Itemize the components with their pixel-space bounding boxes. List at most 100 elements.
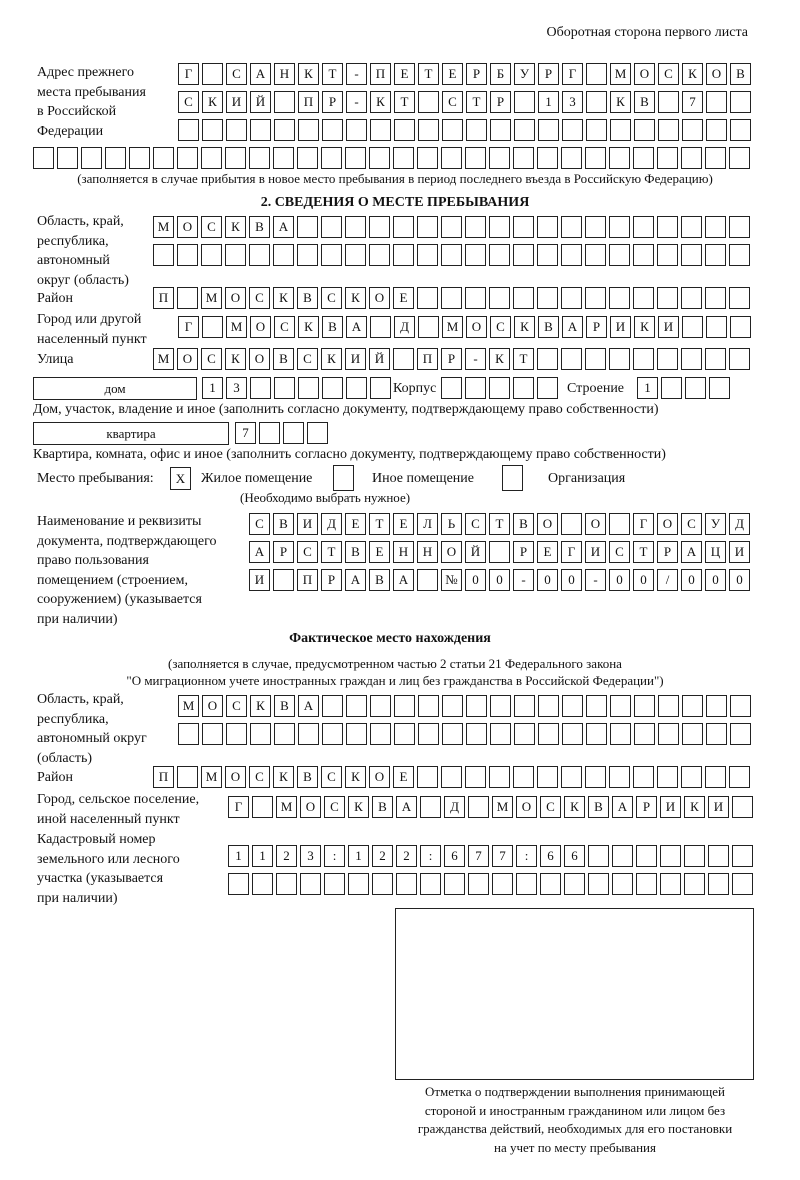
char-cell[interactable]: 2 bbox=[396, 845, 417, 867]
char-cell[interactable]: О bbox=[706, 63, 727, 85]
char-cell[interactable]: В bbox=[513, 513, 534, 535]
char-cell[interactable] bbox=[417, 216, 438, 238]
char-cell[interactable]: О bbox=[177, 348, 198, 370]
char-cell[interactable]: 0 bbox=[729, 569, 750, 591]
char-cell[interactable]: Е bbox=[393, 766, 414, 788]
char-cell[interactable] bbox=[706, 119, 727, 141]
char-cell[interactable]: 6 bbox=[540, 845, 561, 867]
char-cell[interactable]: И bbox=[585, 541, 606, 563]
char-cell[interactable] bbox=[492, 873, 513, 895]
char-cell[interactable] bbox=[250, 119, 271, 141]
char-cell[interactable] bbox=[610, 119, 631, 141]
char-cell[interactable]: К bbox=[273, 287, 294, 309]
char-cell[interactable]: Т bbox=[489, 513, 510, 535]
char-cell[interactable]: О bbox=[225, 287, 246, 309]
char-cell[interactable]: С bbox=[201, 216, 222, 238]
char-cell[interactable]: Г bbox=[633, 513, 654, 535]
char-cell[interactable]: Н bbox=[417, 541, 438, 563]
char-cell[interactable] bbox=[585, 147, 606, 169]
char-cell[interactable]: Д bbox=[444, 796, 465, 818]
char-cell[interactable] bbox=[202, 119, 223, 141]
char-cell[interactable]: 0 bbox=[705, 569, 726, 591]
char-cell[interactable] bbox=[489, 147, 510, 169]
char-cell[interactable] bbox=[468, 873, 489, 895]
char-cell[interactable]: П bbox=[370, 63, 391, 85]
char-cell[interactable] bbox=[297, 244, 318, 266]
char-cell[interactable] bbox=[658, 119, 679, 141]
char-cell[interactable]: Т bbox=[322, 63, 343, 85]
option-checkbox-residential[interactable]: X bbox=[170, 467, 191, 490]
char-cell[interactable] bbox=[684, 873, 705, 895]
char-cell[interactable] bbox=[202, 316, 223, 338]
char-cell[interactable] bbox=[370, 316, 391, 338]
char-cell[interactable] bbox=[561, 244, 582, 266]
char-cell[interactable]: А bbox=[273, 216, 294, 238]
char-cell[interactable] bbox=[681, 244, 702, 266]
char-cell[interactable] bbox=[417, 287, 438, 309]
char-cell[interactable] bbox=[729, 244, 750, 266]
char-cell[interactable] bbox=[561, 766, 582, 788]
char-cell[interactable] bbox=[201, 147, 222, 169]
char-cell[interactable] bbox=[372, 873, 393, 895]
char-cell[interactable]: 0 bbox=[537, 569, 558, 591]
char-cell[interactable] bbox=[537, 287, 558, 309]
char-cell[interactable] bbox=[441, 216, 462, 238]
char-cell[interactable] bbox=[657, 216, 678, 238]
char-cell[interactable] bbox=[562, 119, 583, 141]
char-cell[interactable]: О bbox=[300, 796, 321, 818]
char-cell[interactable]: Р bbox=[538, 63, 559, 85]
char-cell[interactable] bbox=[705, 216, 726, 238]
char-cell[interactable]: 1 bbox=[637, 377, 658, 399]
char-cell[interactable] bbox=[514, 91, 535, 113]
char-cell[interactable] bbox=[516, 873, 537, 895]
char-cell[interactable] bbox=[420, 796, 441, 818]
char-cell[interactable]: С bbox=[274, 316, 295, 338]
char-cell[interactable] bbox=[297, 216, 318, 238]
char-cell[interactable] bbox=[682, 316, 703, 338]
char-cell[interactable]: Р bbox=[273, 541, 294, 563]
char-cell[interactable] bbox=[283, 422, 304, 444]
char-cell[interactable]: А bbox=[562, 316, 583, 338]
char-cell[interactable] bbox=[225, 244, 246, 266]
char-cell[interactable] bbox=[321, 147, 342, 169]
char-cell[interactable] bbox=[684, 845, 705, 867]
char-cell[interactable] bbox=[709, 377, 730, 399]
char-cell[interactable]: 7 bbox=[468, 845, 489, 867]
char-cell[interactable]: М bbox=[201, 766, 222, 788]
char-cell[interactable] bbox=[537, 216, 558, 238]
char-cell[interactable]: А bbox=[612, 796, 633, 818]
char-cell[interactable]: К bbox=[489, 348, 510, 370]
char-cell[interactable]: С bbox=[324, 796, 345, 818]
char-cell[interactable]: О bbox=[537, 513, 558, 535]
char-cell[interactable] bbox=[561, 287, 582, 309]
char-cell[interactable] bbox=[202, 63, 223, 85]
char-cell[interactable] bbox=[561, 216, 582, 238]
char-cell[interactable] bbox=[489, 216, 510, 238]
char-cell[interactable]: Г bbox=[561, 541, 582, 563]
char-cell[interactable]: С bbox=[249, 287, 270, 309]
char-cell[interactable]: Т bbox=[394, 91, 415, 113]
char-cell[interactable] bbox=[540, 873, 561, 895]
char-cell[interactable]: Е bbox=[442, 63, 463, 85]
char-cell[interactable] bbox=[370, 377, 391, 399]
char-cell[interactable]: В bbox=[634, 91, 655, 113]
char-cell[interactable]: К bbox=[682, 63, 703, 85]
char-cell[interactable]: С bbox=[658, 63, 679, 85]
char-cell[interactable]: Г bbox=[178, 316, 199, 338]
char-cell[interactable] bbox=[681, 348, 702, 370]
char-cell[interactable]: С bbox=[609, 541, 630, 563]
char-cell[interactable] bbox=[514, 723, 535, 745]
char-cell[interactable]: В bbox=[249, 216, 270, 238]
char-cell[interactable] bbox=[564, 873, 585, 895]
char-cell[interactable]: 1 bbox=[348, 845, 369, 867]
char-cell[interactable]: М bbox=[492, 796, 513, 818]
char-cell[interactable] bbox=[585, 348, 606, 370]
char-cell[interactable] bbox=[465, 377, 486, 399]
char-cell[interactable] bbox=[514, 695, 535, 717]
char-cell[interactable] bbox=[393, 216, 414, 238]
char-cell[interactable] bbox=[612, 845, 633, 867]
char-cell[interactable] bbox=[322, 377, 343, 399]
char-cell[interactable]: Р bbox=[321, 569, 342, 591]
char-cell[interactable]: В bbox=[297, 766, 318, 788]
char-cell[interactable] bbox=[633, 348, 654, 370]
